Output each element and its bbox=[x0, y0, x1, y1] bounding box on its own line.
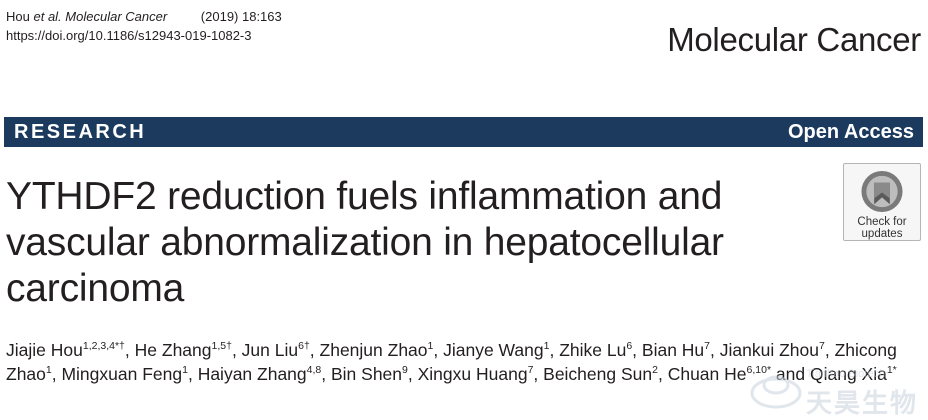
author-name: Jiankui Zhou bbox=[719, 340, 819, 360]
author-name: Haiyan Zhang bbox=[197, 364, 307, 384]
check-for-updates-button[interactable]: Check for updates bbox=[843, 163, 921, 241]
author-affiliation: 7 bbox=[527, 364, 534, 376]
author-entry[interactable]: Bian Hu7 bbox=[642, 340, 710, 360]
check-for-updates-label: Check for updates bbox=[857, 216, 906, 240]
check-for-updates-line1: Check for bbox=[857, 216, 907, 228]
watermark-english: Tianhao Biotech bbox=[806, 368, 886, 380]
author-entry[interactable]: Chuan He6,10* bbox=[668, 364, 771, 384]
citation-authors: Hou bbox=[6, 9, 30, 24]
author-entry[interactable]: Jiankui Zhou7 bbox=[720, 340, 825, 360]
author-list: Jiajie Hou1,2,3,4*†, He Zhang1,5†, Jun L… bbox=[6, 340, 897, 384]
journal-name: Molecular Cancer bbox=[667, 21, 921, 58]
author-affiliation: 6,10* bbox=[746, 364, 772, 376]
author-affiliation: 1* bbox=[886, 364, 897, 376]
citation-etal: et al. bbox=[33, 9, 62, 24]
author-name: Mingxuan Feng bbox=[61, 364, 183, 384]
author-entry[interactable]: Xingxu Huang7 bbox=[418, 364, 534, 384]
watermark: Tianhao Biotech 天昊生物 bbox=[748, 363, 926, 418]
watermark-logo-icon bbox=[750, 375, 802, 409]
author-entry[interactable]: Qiang Xia1* bbox=[810, 364, 897, 384]
author-name: Jun Liu bbox=[241, 340, 299, 360]
author-affiliation: 1,5† bbox=[211, 340, 232, 352]
author-name: Chuan He bbox=[667, 364, 747, 384]
author-entry[interactable]: Haiyan Zhang4,8 bbox=[198, 364, 322, 384]
watermark-text: 天昊生物 bbox=[806, 388, 919, 418]
author-affiliation: 6 bbox=[626, 340, 633, 352]
author-name: Bin Shen bbox=[331, 364, 403, 384]
author-name: Qiang Xia bbox=[809, 364, 887, 384]
author-entry[interactable]: Zhike Lu6 bbox=[559, 340, 632, 360]
article-title: YTHDF2 reduction fuels inflammation and … bbox=[6, 175, 724, 310]
author-affiliation: 6† bbox=[298, 340, 310, 352]
author-affiliation: 1 bbox=[543, 340, 550, 352]
author-affiliation: 1 bbox=[427, 340, 434, 352]
author-name: Jianye Wang bbox=[443, 340, 544, 360]
author-affiliation: 7 bbox=[704, 340, 711, 352]
author-entry[interactable]: Beicheng Sun2 bbox=[543, 364, 658, 384]
citation-year: (2019) 18:163 bbox=[200, 9, 282, 24]
author-affiliation: 1 bbox=[182, 364, 188, 376]
section-label: RESEARCH bbox=[14, 120, 147, 143]
author-entry[interactable]: Jianye Wang1 bbox=[443, 340, 549, 360]
citation-block: Hou et al. Molecular Cancer (2019) 18:16… bbox=[6, 7, 282, 45]
author-name: Zhicong Zhao bbox=[6, 340, 897, 384]
citation-line: Hou et al. Molecular Cancer (2019) 18:16… bbox=[6, 7, 282, 26]
author-entry[interactable]: Bin Shen9 bbox=[331, 364, 408, 384]
author-name: Zhike Lu bbox=[559, 340, 627, 360]
author-name: He Zhang bbox=[134, 340, 212, 360]
author-entry[interactable]: Zhenjun Zhao1 bbox=[320, 340, 434, 360]
author-entry[interactable]: He Zhang1,5† bbox=[135, 340, 232, 360]
author-name: Xingxu Huang bbox=[417, 364, 528, 384]
author-affiliation: 1 bbox=[45, 364, 52, 376]
citation-journal: Molecular Cancer bbox=[65, 9, 168, 24]
author-entry[interactable]: Jiajie Hou1,2,3,4*† bbox=[6, 340, 125, 360]
author-name: Zhenjun Zhao bbox=[319, 340, 428, 360]
author-affiliation: 2 bbox=[652, 364, 658, 376]
author-affiliation: 7 bbox=[818, 340, 825, 352]
author-affiliation: 4,8 bbox=[306, 364, 322, 376]
open-access-label: Open Access bbox=[788, 120, 914, 143]
author-affiliation: 1,2,3,4*† bbox=[82, 340, 125, 352]
doi-link[interactable]: https://doi.org/10.1186/s12943-019-1082-… bbox=[6, 28, 252, 43]
check-for-updates-line2: updates bbox=[861, 228, 903, 240]
author-name: Bian Hu bbox=[641, 340, 705, 360]
author-entry[interactable]: Zhicong Zhao1 bbox=[6, 340, 897, 384]
crossmark-icon bbox=[861, 170, 903, 213]
section-banner: RESEARCH Open Access bbox=[4, 117, 923, 147]
author-name: Beicheng Sun bbox=[543, 364, 653, 384]
author-entry[interactable]: Mingxuan Feng1 bbox=[61, 364, 187, 384]
author-affiliation: 9 bbox=[402, 364, 408, 376]
author-entry[interactable]: Jun Liu6† bbox=[242, 340, 310, 360]
author-name: Jiajie Hou bbox=[6, 340, 83, 360]
